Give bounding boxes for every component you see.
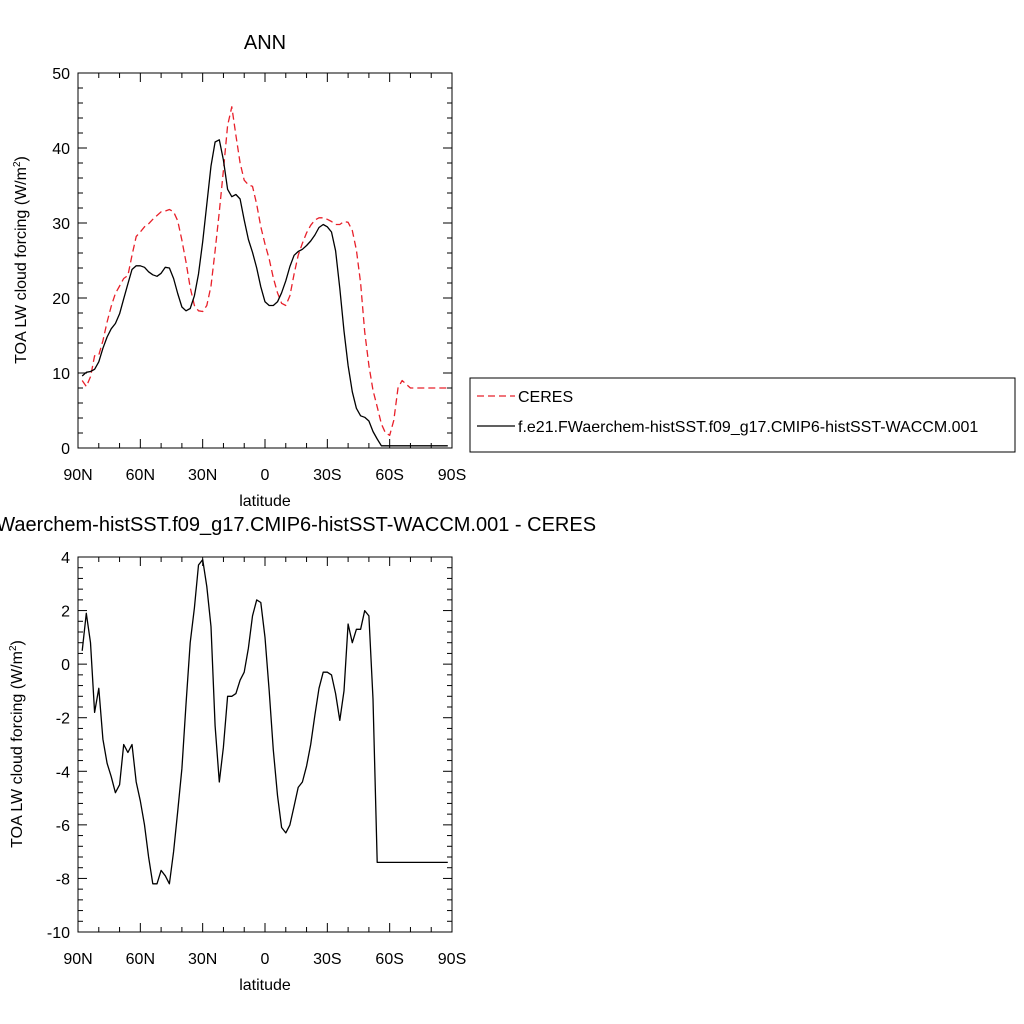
y-tick-labels: 0 10 20 30 40 50 — [52, 66, 70, 458]
y-tick-labels: -10 -8 -6 -4 -2 0 2 4 — [47, 550, 70, 942]
chart-title: f.e21.FWaerchem-histSST.f09_g17.CMIP6-hi… — [0, 514, 596, 536]
x-tick-label: 30N — [188, 951, 217, 968]
chart-title: ANN — [244, 32, 286, 54]
y-tick-label: -8 — [56, 871, 70, 888]
x-tick-label: 90N — [63, 951, 92, 968]
series-lines — [81, 106, 448, 447]
y-tick-label: 0 — [61, 657, 70, 674]
x-axis-label: latitude — [239, 493, 291, 510]
y-tick-label: -10 — [47, 925, 70, 942]
tick-marks — [77, 556, 453, 933]
x-tick-label: 90N — [63, 467, 92, 484]
x-tick-label: 30N — [188, 467, 217, 484]
y-tick-label: 4 — [61, 550, 70, 567]
y-tick-label: -6 — [56, 818, 70, 835]
plot-frame — [77, 556, 453, 933]
y-tick-label: 50 — [52, 66, 70, 83]
x-tick-label: 30S — [313, 467, 341, 484]
x-tick-label: 90S — [438, 467, 466, 484]
y-tick-label: 2 — [61, 604, 70, 621]
y-tick-label: 10 — [52, 366, 70, 383]
y-axis-label: TOA LW cloud forcing (W/m2) — [12, 156, 30, 364]
y-tick-label: -4 — [56, 764, 70, 781]
y-tick-label: 20 — [52, 291, 70, 308]
x-tick-label: 60S — [375, 467, 403, 484]
y-tick-label: 0 — [61, 441, 70, 458]
panel-difference: f.e21.FWaerchem-histSST.f09_g17.CMIP6-hi… — [0, 514, 596, 994]
x-tick-label: 90S — [438, 951, 466, 968]
legend: CERES f.e21.FWaerchem-histSST.f09_g17.CM… — [469, 377, 1016, 453]
x-tick-label: 60S — [375, 951, 403, 968]
x-tick-label: 60N — [126, 951, 155, 968]
y-tick-label: -2 — [56, 711, 70, 728]
series-lines — [81, 559, 448, 885]
y-axis-label: TOA LW cloud forcing (W/m2) — [8, 640, 26, 848]
plot-frame — [77, 72, 453, 449]
x-tick-labels: 90N 60N 30N 0 30S 60S 90S — [63, 467, 466, 484]
x-tick-label: 0 — [261, 467, 270, 484]
legend-label-model: f.e21.FWaerchem-histSST.f09_g17.CMIP6-hi… — [518, 419, 978, 436]
x-tick-label: 0 — [261, 951, 270, 968]
x-tick-label: 30S — [313, 951, 341, 968]
x-axis-label: latitude — [239, 977, 291, 994]
legend-label-ceres: CERES — [518, 389, 573, 406]
y-tick-label: 40 — [52, 141, 70, 158]
panel-climatology: ANN 0 10 20 30 40 50 90N 60N 30N 0 30S 60S 90S lati… — [12, 32, 1016, 510]
series-line-difference — [81, 559, 448, 885]
y-tick-label: 30 — [52, 216, 70, 233]
series-line-ceres — [81, 106, 448, 436]
x-tick-label: 60N — [126, 467, 155, 484]
tick-marks — [77, 72, 453, 449]
x-tick-labels: 90N 60N 30N 0 30S 60S 90S — [63, 951, 466, 968]
legend-box — [469, 377, 1016, 453]
series-line-model — [81, 139, 448, 447]
